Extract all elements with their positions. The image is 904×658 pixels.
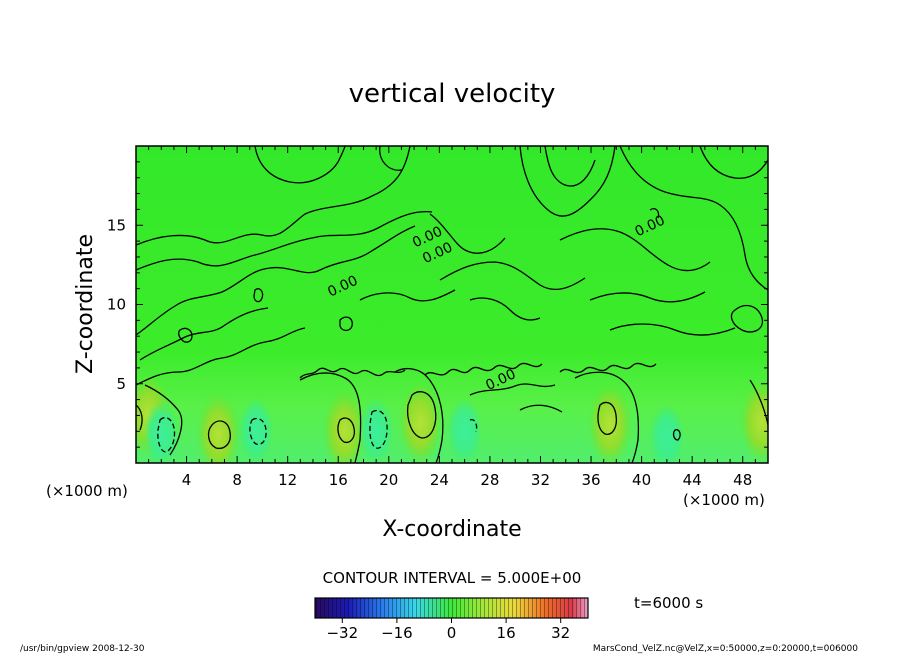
y-tick-label: 5 [116, 375, 126, 393]
colorbar-stripes [315, 598, 588, 618]
chart-title: vertical velocity [349, 79, 556, 109]
colorbar: −32 −16 0 16 32 [314, 597, 589, 642]
contour-interval-text: CONTOUR INTERVAL = 5.000E+00 [323, 569, 582, 587]
x-tick-label: 44 [683, 471, 702, 489]
updraft-region [739, 379, 768, 463]
colorbar-tick-label: 32 [551, 624, 570, 642]
updraft-region [196, 392, 241, 463]
updraft-region [322, 389, 367, 463]
updraft-region [588, 382, 632, 463]
x-tick-label: 24 [430, 471, 449, 489]
plot-area: 0.000.000.000.000.00 [136, 146, 768, 463]
y-axis: 5 10 15 [107, 161, 768, 448]
x-tick-label: 36 [581, 471, 600, 489]
x-tick-label: 16 [329, 471, 348, 489]
downdraft-region [238, 397, 275, 463]
colorbar-tick-label: 16 [497, 624, 516, 642]
x-axis: 4 8 12 16 20 24 28 32 36 40 44 48 [148, 146, 756, 489]
x-tick-label: 20 [379, 471, 398, 489]
x-axis-label: X-coordinate [382, 517, 521, 542]
x-tick-label: 8 [232, 471, 242, 489]
colorbar-tick-label: −32 [326, 624, 358, 642]
contour-lines [136, 146, 768, 463]
y-tick-label: 15 [107, 216, 126, 234]
x-tick-label: 28 [480, 471, 499, 489]
downdraft-region [358, 397, 395, 463]
footer-left: /usr/bin/gpview 2008-12-30 [20, 644, 145, 654]
colorbar-tick-label: 0 [447, 624, 457, 642]
x-tick-label: 4 [182, 471, 192, 489]
downdraft-region [648, 403, 685, 463]
colorbar-tick-label: −16 [381, 624, 413, 642]
y-axis-label: Z-coordinate [73, 234, 98, 374]
x-tick-label: 48 [733, 471, 752, 489]
downdraft-region [446, 397, 483, 463]
x-unit-label-right: (×1000 m) [683, 491, 765, 509]
x-unit-label-left: (×1000 m) [46, 482, 128, 500]
footer-right: MarsCond_VelZ.nc@VelZ,x=0:50000,z=0:2000… [593, 644, 858, 654]
y-tick-label: 10 [107, 296, 126, 314]
x-tick-label: 32 [531, 471, 550, 489]
x-tick-label: 40 [632, 471, 651, 489]
x-tick-label: 12 [278, 471, 297, 489]
time-text: t=6000 s [634, 594, 703, 612]
